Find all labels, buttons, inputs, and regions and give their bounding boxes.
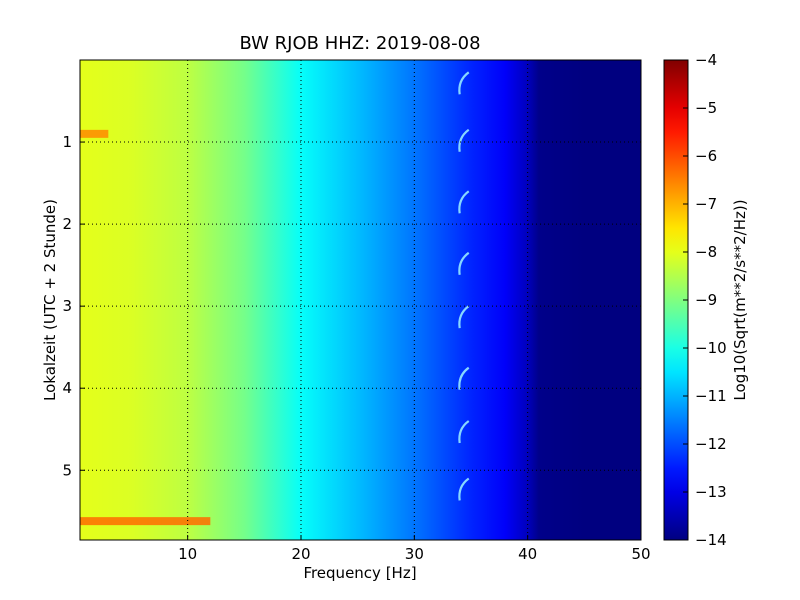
periodic-feature-mark (458, 305, 470, 329)
colorbar-tick-label: −6 (695, 147, 717, 165)
periodic-feature-mark (458, 366, 470, 390)
colorbar-tick-label: −9 (695, 291, 717, 309)
y-tick-label: 1 (62, 133, 72, 151)
x-axis-label: Frequency [Hz] (303, 564, 416, 582)
colorbar-ticks: −4 −5 −6 −7 −8 −9 −10 −11 −12 −13 −14 (683, 51, 727, 549)
plot-frame (79, 59, 642, 541)
spectrogram-overlays (80, 71, 470, 526)
spectrogram-heatmap (80, 60, 641, 540)
x-axis: 10 20 30 40 50 (178, 535, 651, 563)
periodic-feature-mark (458, 71, 470, 95)
y-axis: 1 2 3 4 5 (62, 133, 85, 479)
anomaly-band (80, 517, 211, 526)
y-tick-label: 5 (62, 461, 72, 479)
anomaly-band (80, 129, 109, 138)
x-tick-label: 10 (178, 545, 197, 563)
x-tick-label: 30 (405, 545, 424, 563)
periodic-feature-mark (458, 190, 470, 214)
colorbar-tick-label: −7 (695, 195, 717, 213)
x-tick-label: 40 (518, 545, 537, 563)
colorbar-tick-label: −4 (695, 51, 717, 69)
colorbar-label: Log10(Sqrt(m**2/s**2/Hz)) (731, 199, 749, 400)
x-tick-label: 50 (631, 545, 650, 563)
periodic-feature-mark (458, 251, 470, 275)
colorbar-tick-label: −5 (695, 99, 717, 117)
y-axis-label: Lokalzeit (UTC + 2 Stunde) (41, 199, 59, 401)
x-tick-label: 20 (291, 545, 310, 563)
colorbar-tick-label: −11 (695, 387, 727, 405)
colorbar-tick-label: −14 (695, 531, 727, 549)
colorbar-tick-label: −10 (695, 339, 727, 357)
colorbar-tick-label: −13 (695, 483, 727, 501)
y-tick-label: 4 (62, 379, 72, 397)
colorbar-tick-label: −8 (695, 243, 717, 261)
periodic-feature-mark (458, 477, 470, 501)
colorbar-tick-label: −12 (695, 435, 727, 453)
periodic-feature-mark (458, 128, 470, 152)
chart-title: BW RJOB HHZ: 2019-08-08 (239, 33, 480, 54)
y-tick-label: 3 (62, 297, 72, 315)
grid-lines (80, 60, 641, 540)
periodic-feature-mark (458, 420, 470, 444)
y-tick-label: 2 (62, 215, 72, 233)
